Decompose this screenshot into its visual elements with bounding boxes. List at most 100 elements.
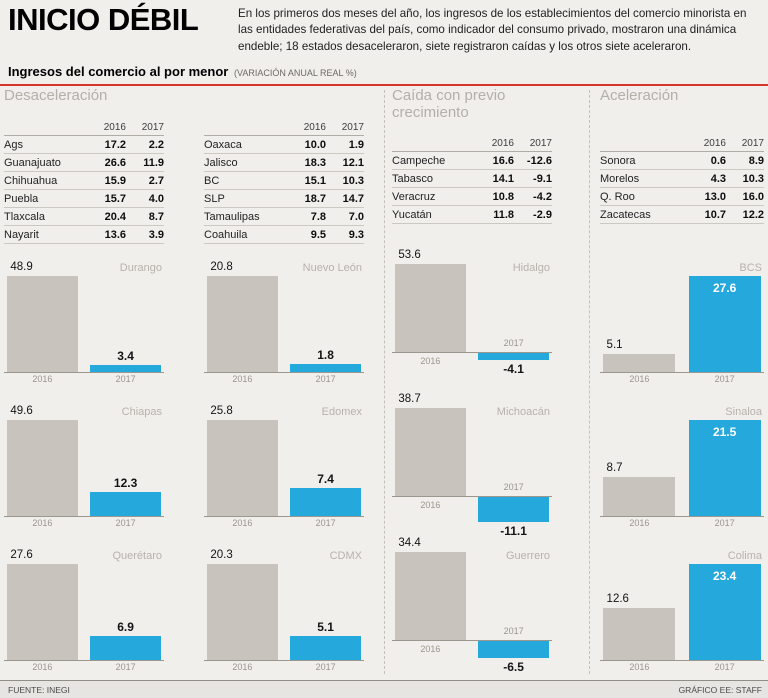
value-label-2016: 20.3 — [210, 549, 233, 561]
chart-guerrero: Guerrero 34.4 -6.5 2016 2017 — [392, 537, 552, 676]
value-2017: 3.9 — [126, 225, 164, 244]
axis-labels: 2016 2017 — [600, 374, 764, 386]
table-aceleracion: 2016 2017 Sonora 0.6 8.9 Morelos 4.3 10.3 Q. Roo… — [600, 136, 764, 224]
state-column-header — [204, 120, 288, 136]
chart-bcs: BCS 5.1 27.6 2016 2017 — [600, 258, 764, 388]
value-2016: 18.3 — [288, 153, 326, 172]
value-2017: 10.3 — [726, 169, 764, 188]
bar-2017 — [478, 641, 549, 658]
state-name: Guanajuato — [4, 153, 88, 172]
bar-2016 — [395, 264, 466, 352]
bar-2016 — [7, 564, 78, 660]
chart-title: Hidalgo — [512, 262, 550, 274]
value-2017: 2.2 — [126, 135, 164, 154]
year-header: 2017 — [726, 136, 764, 152]
table-header-row: 2016 2017 — [4, 120, 164, 136]
value-label-2016: 34.4 — [398, 537, 421, 549]
chart-title: Durango — [119, 262, 162, 274]
value-label-2017: 12.3 — [113, 476, 138, 490]
value-label-2017: -6.5 — [503, 660, 524, 674]
intro-paragraph: En los primeros dos meses del año, los i… — [238, 7, 747, 53]
state-name: Coahuila — [204, 225, 288, 244]
value-2016: 10.0 — [288, 135, 326, 154]
value-2016: 15.1 — [288, 171, 326, 190]
plot-area: 27.6 6.9 — [4, 546, 164, 661]
content-area: Desaceleración Caída con previo crecimie… — [0, 86, 768, 680]
state-name: BC — [204, 171, 288, 190]
chart-title: Edomex — [321, 406, 362, 418]
units-note: (VARIACIÓN ANUAL REAL %) — [234, 68, 357, 78]
state-name: Puebla — [4, 189, 88, 208]
plot-area: 48.9 3.4 — [4, 258, 164, 373]
column-caida: 2016 2017 Campeche 16.6 -12.6 Tabasco 14.1 -9.1… — [392, 86, 552, 678]
axis-labels: 2016 2017 — [204, 518, 364, 530]
value-2016: 20.4 — [88, 207, 126, 226]
value-2017: 12.1 — [326, 153, 364, 172]
value-2017: 14.7 — [326, 189, 364, 208]
chart-nuevo-leon: Nuevo León 20.8 1.8 2016 2017 — [204, 258, 364, 388]
chart-michoacan: Michoacán 38.7 -11.1 2016 2017 — [392, 393, 552, 538]
table-row: Oaxaca 10.0 1.9 — [204, 135, 364, 154]
axis-label-2016: 2016 — [629, 662, 650, 672]
chart-title: Michoacán — [496, 406, 550, 418]
year-header: 2017 — [326, 120, 364, 136]
axis-label-2017: 2017 — [115, 662, 136, 672]
footer: FUENTE: INEGI GRÁFICO EE: STAFF — [0, 680, 768, 698]
axis-label-2017: 2017 — [714, 518, 735, 528]
plot-area: 5.1 27.6 — [600, 258, 764, 373]
value-2016: 16.6 — [476, 151, 514, 170]
state-name: Nayarit — [4, 225, 88, 244]
plot-area: 53.6 -4.1 2016 2017 — [392, 249, 552, 376]
bar-2017 — [290, 488, 361, 516]
chart-title: Nuevo León — [302, 262, 362, 274]
table-row: Sonora 0.6 8.9 — [600, 151, 764, 170]
bar-2017 — [478, 353, 549, 360]
table-row: Q. Roo 13.0 16.0 — [600, 187, 764, 206]
plot-area: 38.7 -11.1 2016 2017 — [392, 393, 552, 538]
table-row: BC 15.1 10.3 — [204, 171, 364, 190]
plot-area: 20.8 1.8 — [204, 258, 364, 373]
value-2016: 26.6 — [88, 153, 126, 172]
value-2017: -4.2 — [514, 187, 552, 206]
value-label-2016: 49.6 — [10, 405, 33, 417]
table-desaceleracion-1: 2016 2017 Ags 17.2 2.2 Guanajuato 26.6 11.9 Chih… — [4, 120, 164, 244]
value-label-2016: 12.6 — [606, 593, 629, 605]
value-label-2016: 48.9 — [10, 261, 33, 273]
state-name: Morelos — [600, 169, 688, 188]
chart-colima: Colima 12.6 23.4 2016 2017 — [600, 546, 764, 676]
axis-label-2016: 2016 — [232, 374, 253, 384]
axis-label-2017: 2017 — [714, 374, 735, 384]
state-name: Veracruz — [392, 187, 476, 206]
year-header: 2016 — [88, 120, 126, 136]
state-name: Ags — [4, 135, 88, 154]
table-header-row: 2016 2017 — [392, 136, 552, 152]
table-desaceleracion-2: 2016 2017 Oaxaca 10.0 1.9 Jalisco 18.3 12.1 BC 15… — [204, 120, 364, 244]
plot-area: 25.8 7.4 — [204, 402, 364, 517]
column-aceleracion: 2016 2017 Sonora 0.6 8.9 Morelos 4.3 10.3 Q. Roo… — [600, 86, 764, 678]
bar-2017 — [478, 497, 549, 522]
state-name: Q. Roo — [600, 187, 688, 206]
axis-label-2017: 2017 — [115, 374, 136, 384]
table-row: Tabasco 14.1 -9.1 — [392, 169, 552, 188]
year-header: 2016 — [288, 120, 326, 136]
year-header: 2016 — [476, 136, 514, 152]
bar-2016 — [395, 552, 466, 640]
bar-2016 — [603, 354, 676, 372]
table-row: Tlaxcala 20.4 8.7 — [4, 207, 164, 226]
state-name: Tabasco — [392, 169, 476, 188]
bar-2017 — [688, 276, 761, 372]
state-name: Campeche — [392, 151, 476, 170]
bar-2016 — [395, 408, 466, 496]
bar-2016 — [7, 420, 78, 516]
value-label-2016: 53.6 — [398, 249, 421, 261]
chart-title: Sinaloa — [725, 406, 762, 418]
dashed-separator — [384, 90, 385, 674]
value-2017: 4.0 — [126, 189, 164, 208]
chart-title: BCS — [739, 262, 762, 274]
table-caida: 2016 2017 Campeche 16.6 -12.6 Tabasco 14.1 -9.1… — [392, 136, 552, 224]
axis-label-2017: 2017 — [115, 518, 136, 528]
axis-label-2017: 2017 — [315, 662, 336, 672]
table-row: Zacatecas 10.7 12.2 — [600, 205, 764, 224]
state-name: Yucatán — [392, 205, 476, 224]
chart-chiapas: Chiapas 49.6 12.3 2016 2017 — [4, 402, 164, 532]
